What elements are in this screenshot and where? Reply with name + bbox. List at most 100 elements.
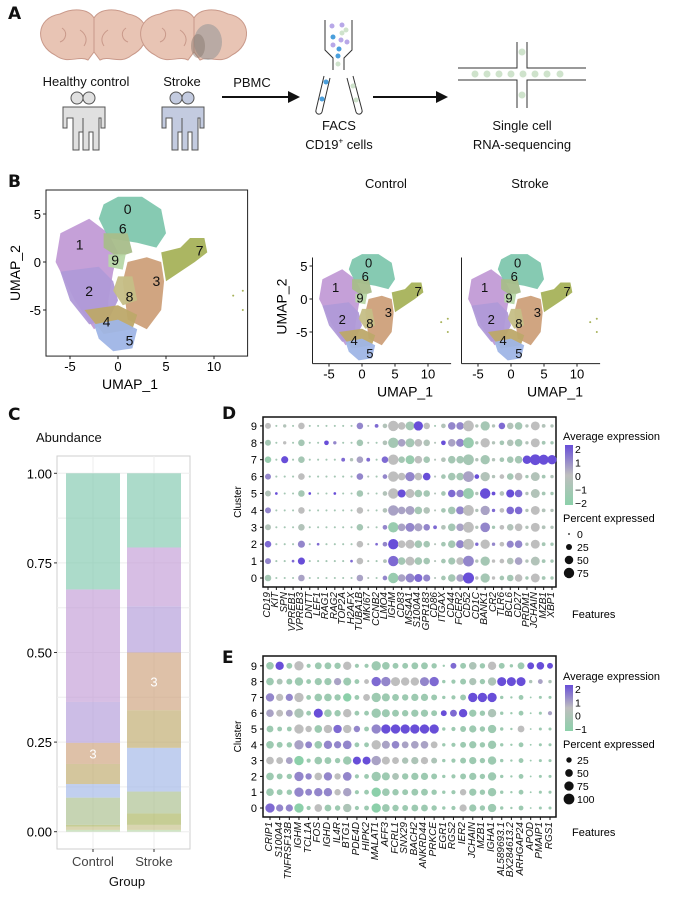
dot-cluster-9-TOP2A — [342, 424, 345, 427]
umap-cluster-6 — [352, 279, 372, 296]
dot-cluster-1-MALAT1 — [371, 787, 381, 797]
dot-cluster-7-S100A4 — [414, 455, 423, 464]
dot-cluster-9-S100A4 — [275, 661, 284, 670]
dot-cluster-5-MZB1 — [479, 726, 486, 732]
cluster-tick-label: 6 — [251, 472, 257, 484]
dot-cluster-7-IER2 — [460, 694, 467, 701]
size-tick: 75 — [577, 568, 589, 580]
dot-cluster-9-RGS2 — [450, 662, 457, 669]
umap-cluster-8 — [507, 308, 525, 329]
dot-cluster-9-CD44 — [447, 422, 456, 430]
dot-cluster-5-IGHM — [388, 488, 399, 499]
dot-cluster-6-MS4A1 — [405, 471, 415, 482]
dot-cluster-1-KIT — [275, 560, 278, 563]
dot-cluster-0-CD86 — [434, 576, 437, 580]
dot-cluster-1-CRIP1 — [266, 788, 274, 797]
dot-cluster-7-APOD — [529, 696, 532, 699]
dot-cluster-1-MZB1 — [479, 789, 486, 795]
dot-cluster-4-S100A4 — [414, 506, 423, 515]
dot-cluster-2-RAG1 — [325, 543, 328, 546]
panel-label-e: E — [222, 648, 234, 668]
dot-cluster-8-RGS1 — [548, 679, 552, 684]
dot-cluster-5-BX284613.2 — [510, 727, 513, 731]
bar-segment-stroke-cluster-5 — [127, 747, 181, 792]
dot-cluster-8-MZB1 — [541, 440, 546, 445]
dot-cluster-1-VPREB1 — [291, 559, 295, 563]
umap-cluster-label: 7 — [414, 284, 421, 299]
dot-cluster-6-H2AFX — [350, 475, 353, 478]
dot-cluster-1-DNTT — [308, 560, 311, 563]
dot-cluster-0-ANKRD44 — [421, 804, 428, 812]
dot-cluster-1-XBP1 — [550, 559, 554, 563]
dot-cluster-9-BX284613.2 — [509, 664, 514, 668]
umap-x-tick: 5 — [540, 367, 547, 382]
dot-cluster-6-CD52 — [463, 471, 474, 482]
umap-cluster-9 — [504, 293, 517, 305]
dot-cluster-1-S100A4 — [276, 789, 283, 796]
dot-cluster-4-S100A4 — [276, 741, 283, 748]
dot-cluster-9-FOS — [314, 662, 322, 670]
dot-cluster-2-S100A4 — [414, 540, 423, 548]
dot-cluster-0-CD44 — [447, 574, 456, 582]
dot-cluster-7-HIPK2 — [363, 693, 370, 701]
dot-cluster-2-CD83 — [397, 540, 406, 548]
dot-cluster-7-TUBA1B — [356, 456, 364, 463]
sequencing-arrow-icon — [373, 91, 448, 103]
dot-cluster-7-CD1C — [475, 458, 479, 462]
dot-cluster-5-RGS1 — [548, 727, 552, 731]
dot-cluster-4-VPREB3 — [298, 507, 305, 514]
umap-cluster-8 — [113, 276, 138, 306]
dot-cluster-4-ITGAX — [441, 508, 446, 513]
dot-cluster-2-VPREB3 — [297, 540, 305, 548]
dot-cluster-6-GPR183 — [422, 472, 431, 481]
dot-cluster-5-CD83 — [397, 489, 406, 498]
dot-cluster-0-FOS — [314, 804, 323, 812]
dot-cluster-8-ITGAX — [441, 440, 446, 446]
dot-cluster-3-SNX29 — [401, 757, 409, 764]
dot-cluster-6-SPN — [283, 475, 286, 478]
dot-cluster-2-S100A4 — [276, 773, 283, 780]
dot-cluster-2-IGHM — [294, 771, 304, 782]
dot-cluster-0-CD83 — [397, 574, 406, 582]
dot-cluster-1-TNFRSF13B — [286, 789, 293, 795]
dot-cluster-8-AL589693.1 — [497, 677, 507, 687]
dot-cluster-0-PMAIP1 — [538, 806, 542, 810]
dot-cluster-4-CCNB2 — [375, 509, 378, 512]
dot-cluster-1-BACH2 — [411, 788, 419, 796]
dot-cluster-5-GPR183 — [423, 490, 430, 497]
dot-cluster-8-MZB1 — [479, 678, 486, 685]
dot-cluster-9-CD19 — [264, 422, 272, 429]
dot-cluster-7-PMAIP1 — [538, 695, 542, 699]
cluster-tick-label: 1 — [251, 556, 257, 568]
dot-cluster-3-CD83 — [397, 523, 406, 532]
dot-cluster-1-CD52 — [463, 555, 474, 567]
dot-cluster-0-MKI67 — [367, 576, 370, 580]
dot-cluster-8-JCHAIN — [469, 677, 477, 686]
dot-cluster-7-IGHM — [294, 692, 304, 703]
dot-cluster-7-IGHA1 — [487, 692, 497, 703]
bar-segment-stroke-cluster-6 — [127, 791, 181, 814]
dot-cluster-2-AFF3 — [381, 772, 390, 781]
dot-cluster-9-AFF3 — [382, 661, 390, 670]
dot-cluster-5-BCL6 — [506, 489, 515, 498]
dot-cluster-9-MZB1 — [541, 424, 546, 428]
umap-x-tick: -5 — [472, 367, 484, 382]
umap-y-label: UMAP_2 — [274, 278, 290, 334]
feature-label: AFF3 — [379, 822, 391, 847]
dot-cluster-7-KIT — [275, 458, 278, 461]
dot-cluster-2-XBP1 — [550, 542, 554, 546]
dot-cluster-7-VPREB3 — [298, 456, 305, 463]
dot-cluster-6-RGS1 — [547, 711, 553, 716]
dot-cluster-7-TLR6 — [499, 457, 505, 463]
dot-cluster-8-ANKRD44 — [419, 677, 430, 687]
dot-cluster-5-AFF3 — [381, 724, 391, 734]
dot-cluster-2-MS4A1 — [405, 539, 415, 549]
dot-cluster-4-IL4R — [333, 741, 342, 749]
dot-cluster-3-TCL1A — [306, 758, 311, 763]
size-legend-dot — [564, 781, 574, 791]
umap-cluster-6 — [103, 233, 133, 258]
dot-cluster-0-VPREB1 — [292, 576, 295, 580]
dot-cluster-3-PMAIP1 — [538, 759, 542, 763]
dot-cluster-9-MZB1 — [479, 663, 486, 669]
